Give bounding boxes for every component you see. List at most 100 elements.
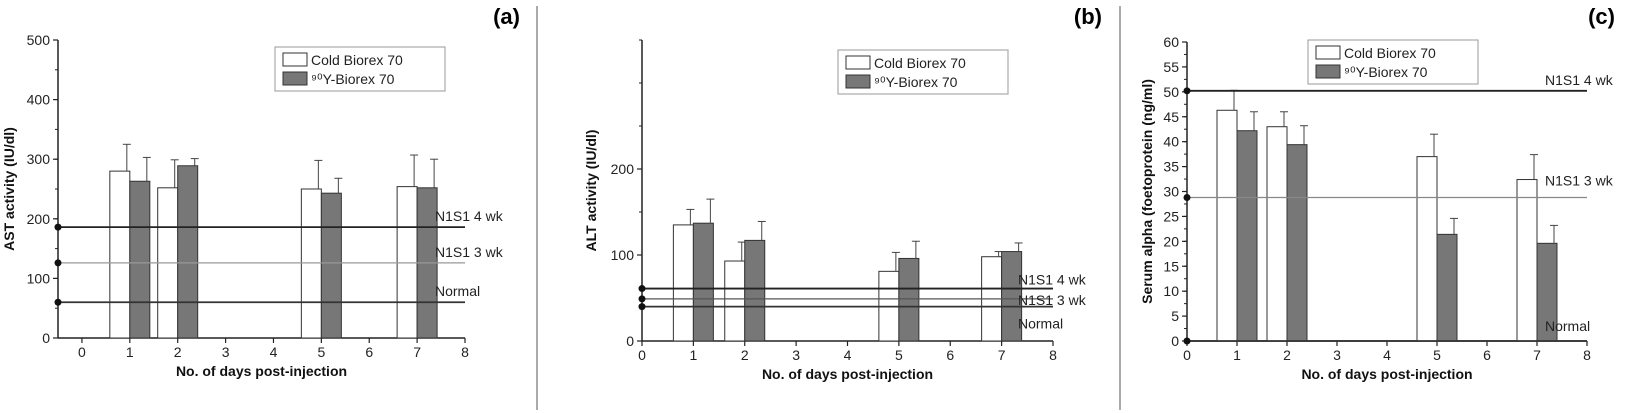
x-tick-label: 7 <box>413 344 421 360</box>
y-tick-label: 10 <box>1163 283 1179 299</box>
x-axis-title: No. of days post-injection <box>762 366 933 382</box>
reference-dot <box>638 303 646 311</box>
bar-y90-day-1 <box>692 222 714 342</box>
y-tick-label: 45 <box>1163 109 1179 125</box>
reference-label: N1S1 3 wk <box>1018 292 1087 308</box>
reference-dot <box>54 259 62 267</box>
legend-swatch <box>282 71 308 86</box>
bar-y90-day-2 <box>1286 144 1308 342</box>
x-tick-label: 3 <box>222 344 230 360</box>
y-tick-label: 50 <box>1163 84 1179 100</box>
y-tick-label: 35 <box>1163 159 1179 175</box>
bar-y90-day-7 <box>1001 251 1023 342</box>
reference-dot <box>638 295 646 303</box>
reference-dot <box>638 285 646 293</box>
bar-cold-day-1 <box>672 224 694 342</box>
reference-label: Normal <box>435 283 480 299</box>
reference-label: N1S1 4 wk <box>1018 272 1087 288</box>
x-tick-label: 5 <box>1433 347 1441 363</box>
reference-dot <box>54 298 62 306</box>
x-tick-label: 7 <box>1533 347 1541 363</box>
bar-cold-day-1 <box>109 170 131 339</box>
y-axis-title: AST activity (IU/dl) <box>1 127 17 251</box>
bar-cold-day-7 <box>1516 179 1538 342</box>
bar-y90-day-1 <box>1236 130 1258 342</box>
x-tick-label: 6 <box>946 347 954 363</box>
legend-swatch <box>845 74 871 89</box>
legend-label: Cold Biorex 70 <box>311 52 403 68</box>
x-tick-label: 4 <box>1383 347 1391 363</box>
y-tick-label: 0 <box>1171 333 1179 349</box>
y-tick-label: 500 <box>27 32 51 48</box>
reference-label: N1S1 4 wk <box>1545 72 1614 88</box>
x-tick-label: 8 <box>1583 347 1591 363</box>
reference-label: N1S1 4 wk <box>435 208 504 224</box>
y-tick-label: 200 <box>27 211 51 227</box>
x-tick-label: 3 <box>792 347 800 363</box>
y-tick-label: 40 <box>1163 134 1179 150</box>
y-tick-label: 25 <box>1163 208 1179 224</box>
x-axis-title: No. of days post-injection <box>176 363 347 379</box>
reference-dot <box>1183 193 1191 201</box>
x-tick-label: 6 <box>365 344 373 360</box>
legend-swatch <box>282 52 308 67</box>
panel-label-c: (c) <box>1588 4 1615 29</box>
chart-panel-a: (a) 0 100 200 300 400 500 0 1 2 3 4 5 6 7 8 No. of days … <box>1 4 520 379</box>
x-tick-label: 1 <box>689 347 697 363</box>
bar-cold-day-2 <box>1266 126 1288 342</box>
x-tick-label: 1 <box>1233 347 1241 363</box>
reference-dot <box>54 223 62 231</box>
reference-label: Normal <box>1018 316 1063 332</box>
y-axis-title: ALT activity (IU/dl) <box>583 130 599 252</box>
x-tick-label: 2 <box>1283 347 1291 363</box>
y-tick-label: 0 <box>42 330 50 346</box>
y-tick-label: 20 <box>1163 233 1179 249</box>
x-tick-label: 3 <box>1333 347 1341 363</box>
legend-label: Cold Biorex 70 <box>874 55 966 71</box>
y-tick-label: 0 <box>626 333 634 349</box>
y-tick-label: 400 <box>27 92 51 108</box>
x-tick-label: 4 <box>270 344 278 360</box>
x-tick-label: 8 <box>1049 347 1057 363</box>
x-tick-label: 2 <box>741 347 749 363</box>
y-tick-label: 30 <box>1163 184 1179 200</box>
bar-y90-day-2 <box>177 165 199 339</box>
y-tick-label: 55 <box>1163 59 1179 75</box>
x-tick-label: 8 <box>461 344 469 360</box>
y-tick-label: 300 <box>27 151 51 167</box>
y-tick-label: 5 <box>1171 308 1179 324</box>
x-tick-label: 0 <box>78 344 86 360</box>
legend-label: ⁹⁰Y-Biorex 70 <box>874 74 958 90</box>
x-tick-label: 5 <box>895 347 903 363</box>
reference-label: N1S1 3 wk <box>1545 172 1614 188</box>
legend-label: Cold Biorex 70 <box>1344 45 1436 61</box>
legend-swatch <box>1315 64 1341 79</box>
legend-swatch <box>1315 45 1341 60</box>
x-tick-label: 0 <box>1183 347 1191 363</box>
x-axis-title: No. of days post-injection <box>1301 366 1472 382</box>
x-tick-label: 2 <box>174 344 182 360</box>
legend-swatch <box>845 55 871 70</box>
y-axis-title: Serum alpha (foetoprotein (ng/ml) <box>1139 79 1155 304</box>
bar-cold-day-2 <box>724 260 746 342</box>
legend-label: ⁹⁰Y-Biorex 70 <box>311 71 395 87</box>
y-tick-label: 200 <box>611 161 635 177</box>
bar-cold-day-1 <box>1216 109 1238 342</box>
x-tick-label: 7 <box>998 347 1006 363</box>
x-tick-label: 4 <box>844 347 852 363</box>
bar-y90-day-1 <box>129 180 151 339</box>
chart-panel-b: (b) 0 100 200 0 1 2 3 4 5 6 7 8 No. of days post-inje… <box>583 4 1102 382</box>
bar-y90-day-2 <box>744 239 766 342</box>
bar-y90-day-5 <box>898 257 920 342</box>
bar-y90-day-5 <box>1436 233 1458 342</box>
bar-y90-day-5 <box>320 192 342 339</box>
reference-dot <box>1183 337 1191 345</box>
y-tick-label: 100 <box>611 247 635 263</box>
x-tick-label: 5 <box>317 344 325 360</box>
x-tick-label: 1 <box>126 344 134 360</box>
legend-label: ⁹⁰Y-Biorex 70 <box>1344 64 1428 80</box>
y-tick-label: 15 <box>1163 258 1179 274</box>
y-tick-label: 60 <box>1163 34 1179 50</box>
